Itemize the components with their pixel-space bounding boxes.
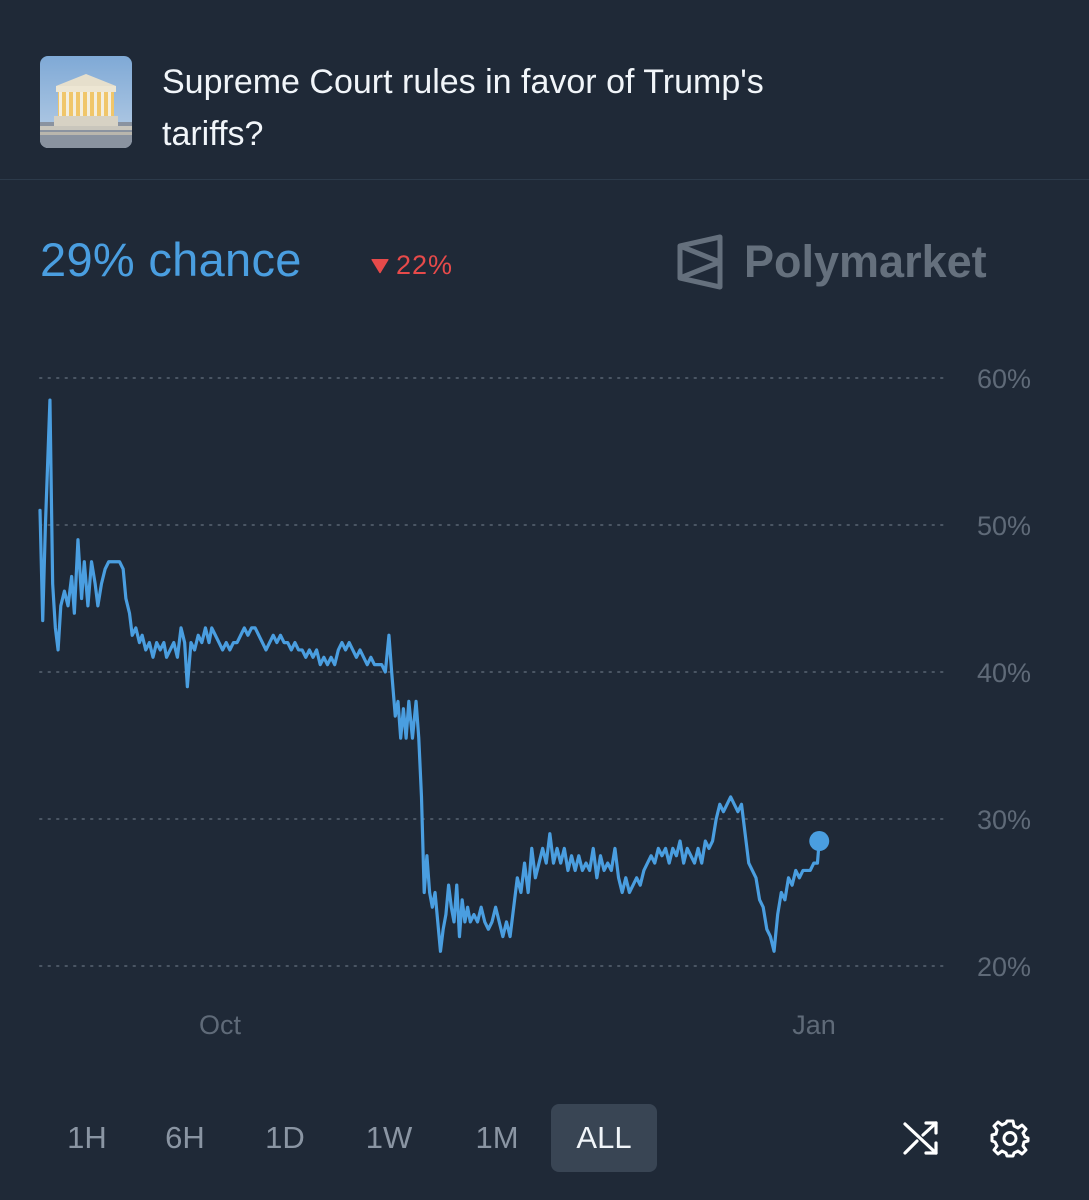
range-button-all[interactable]: ALL bbox=[551, 1104, 657, 1172]
y-tick-label: 30% bbox=[977, 805, 1031, 835]
shuffle-icon[interactable] bbox=[900, 1118, 940, 1158]
x-tick-label: Jan bbox=[792, 1010, 836, 1040]
chance-value: 29% chance bbox=[40, 233, 302, 286]
y-tick-label: 40% bbox=[977, 658, 1031, 688]
range-button-1d[interactable]: 1D bbox=[265, 1120, 305, 1155]
y-tick-label: 60% bbox=[977, 364, 1031, 394]
polymarket-logo-icon bbox=[677, 234, 723, 290]
time-range-toolbar: 1H 6H 1D 1W 1M ALL bbox=[0, 1104, 1089, 1174]
probability-chart: 60% 50% 40% 30% 20% Oct Jan bbox=[38, 364, 1031, 1040]
market-thumbnail-image[interactable] bbox=[40, 56, 132, 148]
gear-icon[interactable] bbox=[990, 1118, 1030, 1158]
triangle-down-icon bbox=[371, 258, 389, 273]
brand-name: Polymarket bbox=[744, 236, 987, 287]
range-button-6h[interactable]: 6H bbox=[165, 1120, 205, 1155]
series-line bbox=[38, 398, 821, 953]
range-button-1w[interactable]: 1W bbox=[365, 1120, 413, 1155]
x-tick-label: Oct bbox=[199, 1010, 242, 1040]
market-title[interactable]: Supreme Court rules in favor of Trump's … bbox=[162, 63, 764, 153]
range-button-1h[interactable]: 1H bbox=[67, 1120, 107, 1155]
polymarket-brand: Polymarket bbox=[676, 234, 987, 290]
market-header: Supreme Court rules in favor of Trump's … bbox=[0, 0, 1089, 180]
range-button-1m[interactable]: 1M bbox=[475, 1120, 519, 1155]
y-tick-label: 50% bbox=[977, 511, 1031, 541]
change-badge: 22% bbox=[370, 250, 453, 281]
y-tick-label: 20% bbox=[977, 952, 1031, 982]
change-value: 22% bbox=[396, 250, 454, 280]
latest-point-marker[interactable] bbox=[809, 831, 830, 852]
